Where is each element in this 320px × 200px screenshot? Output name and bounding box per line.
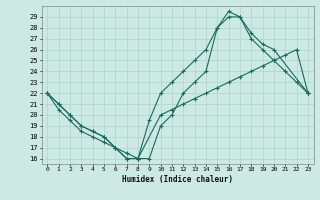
X-axis label: Humidex (Indice chaleur): Humidex (Indice chaleur): [122, 175, 233, 184]
